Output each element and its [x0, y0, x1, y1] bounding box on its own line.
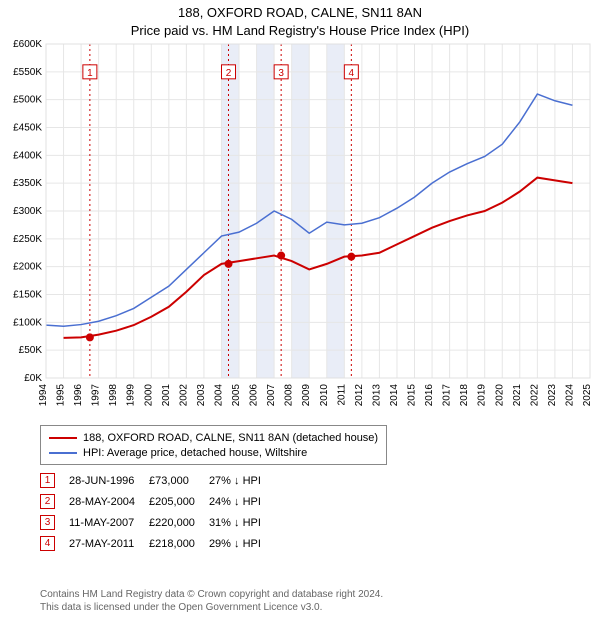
svg-text:2010: 2010	[319, 384, 330, 407]
svg-text:1999: 1999	[126, 384, 137, 407]
legend-label: 188, OXFORD ROAD, CALNE, SN11 8AN (detac…	[83, 432, 378, 444]
event-delta: 27% ↓ HPI	[209, 470, 275, 491]
svg-text:2013: 2013	[371, 384, 382, 407]
svg-text:£550K: £550K	[13, 67, 42, 78]
event-row: 427-MAY-2011£218,00029% ↓ HPI	[40, 533, 275, 554]
svg-text:2016: 2016	[424, 384, 435, 407]
legend-label: HPI: Average price, detached house, Wilt…	[83, 447, 307, 459]
event-delta: 31% ↓ HPI	[209, 512, 275, 533]
chart-title: 188, OXFORD ROAD, CALNE, SN11 8AN	[0, 4, 600, 22]
svg-text:4: 4	[349, 68, 355, 79]
event-delta: 24% ↓ HPI	[209, 491, 275, 512]
svg-text:2001: 2001	[161, 384, 172, 407]
event-row: 228-MAY-2004£205,00024% ↓ HPI	[40, 491, 275, 512]
svg-text:£250K: £250K	[13, 234, 42, 245]
legend-swatch	[49, 437, 77, 439]
svg-text:1996: 1996	[73, 384, 84, 407]
svg-text:2025: 2025	[582, 384, 593, 407]
svg-text:2014: 2014	[389, 384, 400, 407]
event-price: £218,000	[149, 533, 209, 554]
svg-text:2007: 2007	[266, 384, 277, 407]
svg-text:2017: 2017	[442, 384, 453, 407]
svg-text:1994: 1994	[38, 384, 49, 407]
svg-text:1998: 1998	[108, 384, 119, 407]
svg-text:2004: 2004	[213, 384, 224, 407]
svg-text:£200K: £200K	[13, 262, 42, 273]
svg-text:2022: 2022	[529, 384, 540, 407]
event-date: 28-MAY-2004	[69, 491, 149, 512]
svg-text:2000: 2000	[143, 384, 154, 407]
svg-text:£400K: £400K	[13, 150, 42, 161]
legend-swatch	[49, 452, 77, 454]
event-price: £220,000	[149, 512, 209, 533]
svg-text:2003: 2003	[196, 384, 207, 407]
legend: 188, OXFORD ROAD, CALNE, SN11 8AN (detac…	[40, 425, 387, 465]
svg-text:£600K: £600K	[13, 39, 42, 50]
svg-text:2008: 2008	[284, 384, 295, 407]
svg-text:2024: 2024	[564, 384, 575, 407]
svg-text:2011: 2011	[336, 384, 347, 406]
attribution: Contains HM Land Registry data © Crown c…	[40, 588, 383, 614]
svg-text:1: 1	[87, 68, 93, 79]
event-date: 11-MAY-2007	[69, 512, 149, 533]
event-price: £73,000	[149, 470, 209, 491]
svg-text:2012: 2012	[354, 384, 365, 407]
svg-text:1995: 1995	[56, 384, 67, 407]
event-delta: 29% ↓ HPI	[209, 533, 275, 554]
svg-text:2021: 2021	[512, 384, 523, 407]
svg-text:2009: 2009	[301, 384, 312, 407]
chart-subtitle: Price paid vs. HM Land Registry's House …	[0, 22, 600, 40]
event-marker: 1	[40, 470, 69, 491]
svg-text:£350K: £350K	[13, 178, 42, 189]
svg-text:2018: 2018	[459, 384, 470, 407]
svg-text:2023: 2023	[547, 384, 558, 407]
svg-text:2015: 2015	[407, 384, 418, 407]
svg-text:2006: 2006	[249, 384, 260, 407]
svg-text:£150K: £150K	[13, 290, 42, 301]
svg-text:3: 3	[278, 68, 284, 79]
legend-item: HPI: Average price, detached house, Wilt…	[49, 445, 378, 460]
svg-text:£450K: £450K	[13, 123, 42, 134]
price-chart: £0K £50K £100K £150K £200K £250K £300K £350K £40…	[0, 38, 600, 422]
svg-text:£300K: £300K	[13, 206, 42, 217]
svg-text:1997: 1997	[91, 384, 102, 407]
svg-text:2002: 2002	[178, 384, 189, 407]
svg-text:2: 2	[226, 68, 232, 79]
svg-text:2019: 2019	[477, 384, 488, 407]
svg-text:£100K: £100K	[13, 317, 42, 328]
event-row: 311-MAY-2007£220,00031% ↓ HPI	[40, 512, 275, 533]
event-marker: 2	[40, 491, 69, 512]
chart-header: 188, OXFORD ROAD, CALNE, SN11 8AN Price …	[0, 0, 600, 39]
svg-text:2005: 2005	[231, 384, 242, 407]
svg-text:£500K: £500K	[13, 95, 42, 106]
event-marker: 4	[40, 533, 69, 554]
event-row: 128-JUN-1996£73,00027% ↓ HPI	[40, 470, 275, 491]
svg-text:£0K: £0K	[24, 373, 42, 384]
event-date: 28-JUN-1996	[69, 470, 149, 491]
attribution-line2: This data is licensed under the Open Gov…	[40, 601, 383, 614]
attribution-line1: Contains HM Land Registry data © Crown c…	[40, 588, 383, 601]
svg-text:2020: 2020	[494, 384, 505, 407]
event-marker: 3	[40, 512, 69, 533]
svg-text:£50K: £50K	[19, 345, 43, 356]
event-price: £205,000	[149, 491, 209, 512]
events-table: 128-JUN-1996£73,00027% ↓ HPI228-MAY-2004…	[40, 470, 275, 554]
legend-item: 188, OXFORD ROAD, CALNE, SN11 8AN (detac…	[49, 430, 378, 445]
event-date: 27-MAY-2011	[69, 533, 149, 554]
